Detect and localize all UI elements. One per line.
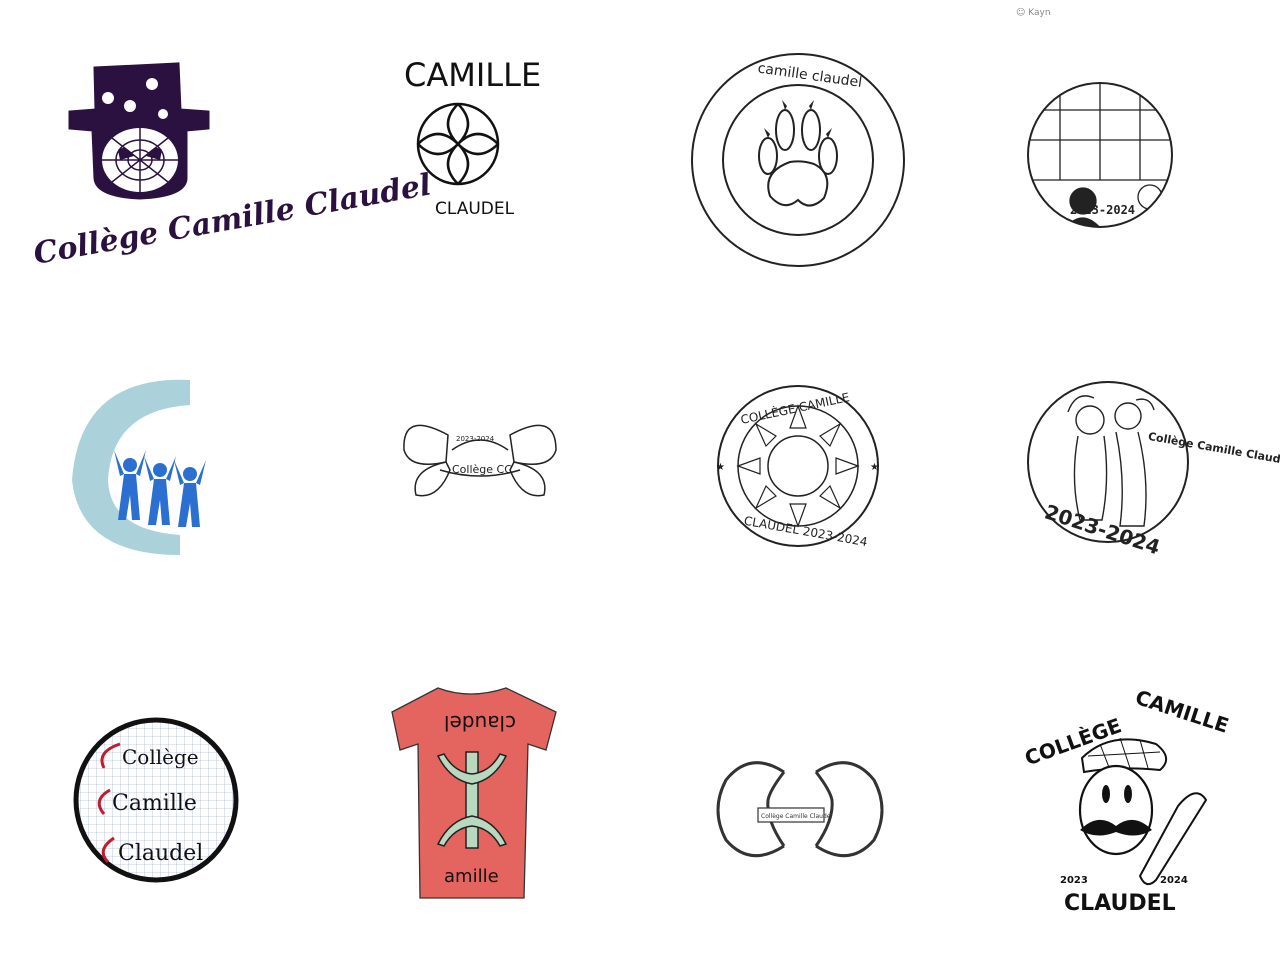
grid-circle-line-3: Claudel <box>118 841 203 866</box>
red-tshirt-top: claudel <box>444 711 516 735</box>
ball-top-text: CAMILLE <box>404 56 541 94</box>
sun-seal-drawing: COLLÈGE CAMILLE CLAUDEL 2023-2024 ★ ★ <box>716 385 879 550</box>
ball-bottom-text: CLAUDEL <box>435 199 515 219</box>
butterflies-text: Collège CC <box>452 463 512 476</box>
logo-blue-c <box>0 320 320 640</box>
red-tshirt-bottom: amille <box>444 866 499 887</box>
logo-two-women: Collège Camille Claudel 2023-2024 <box>960 320 1280 640</box>
two-women-year: 2023-2024 <box>1042 500 1163 560</box>
red-tshirt-drawing: claudel amille <box>391 687 557 899</box>
sun-seal-bottom: CLAUDEL 2023-2024 <box>743 514 869 550</box>
school-scene-drawing: 2023-2024 <box>1027 82 1173 228</box>
sun-seal-star-left: ★ <box>716 462 725 473</box>
double-c-label: Collège Camille Claudel <box>761 813 832 820</box>
mustache-man-top2: CAMILLE <box>1132 685 1231 738</box>
logo-spider-hat: Collège Camille Claudel <box>0 0 434 320</box>
logo-double-c: Collège Camille Claudel <box>640 640 960 960</box>
logo-mustache-man: COLLÈGE CAMILLE 2023 2024 CLAUDEL <box>960 640 1280 960</box>
school-scene-year: 2023-2024 <box>1070 203 1135 217</box>
butterflies-year: 2023-2024 <box>456 435 495 443</box>
two-women-drawing: Collège Camille Claudel 2023-2024 <box>1027 381 1280 560</box>
sun-seal-star-right: ★ <box>870 462 879 473</box>
mustache-man-bottom: CLAUDEL <box>1064 891 1176 916</box>
sun-seal-top: COLLÈGE CAMILLE <box>739 389 851 427</box>
logo-red-tshirt: claudel amille <box>320 640 640 960</box>
grid-circle-line-1: Collège <box>122 745 199 769</box>
mustache-man-drawing: COLLÈGE CAMILLE 2023 2024 CLAUDEL <box>1022 685 1232 916</box>
logo-ball: CAMILLE CLAUDEL <box>320 0 640 320</box>
blue-c-drawing <box>72 379 206 555</box>
two-women-side: Collège Camille Claudel <box>1147 430 1280 468</box>
mustache-man-year-right: 2024 <box>1160 875 1188 886</box>
spider-hat-drawing: Collège Camille Claudel <box>31 62 434 272</box>
signature: ☺ Kayn <box>1016 8 1051 18</box>
ball-drawing: CAMILLE CLAUDEL <box>404 56 541 219</box>
double-c-drawing: Collège Camille Claudel <box>716 761 884 858</box>
grid-circle-line-2: Camille <box>112 791 197 816</box>
mustache-man-year-left: 2023 <box>1060 875 1088 886</box>
logo-grid-circle: Collège Camille Claudel <box>0 640 320 960</box>
butterflies-drawing: 2023-2024 Collège CC <box>403 424 557 497</box>
grid-circle-drawing: Collège Camille Claudel <box>73 717 239 883</box>
signature-text: Kayn <box>1028 8 1051 18</box>
logo-sun-seal: COLLÈGE CAMILLE CLAUDEL 2023-2024 ★ ★ <box>640 320 960 640</box>
logo-school-scene: 2023-2024 <box>960 0 1280 320</box>
paw-drawing: camille claudel <box>691 53 905 267</box>
logo-paw: camille claudel <box>640 0 960 320</box>
logo-butterflies: 2023-2024 Collège CC <box>320 320 640 640</box>
